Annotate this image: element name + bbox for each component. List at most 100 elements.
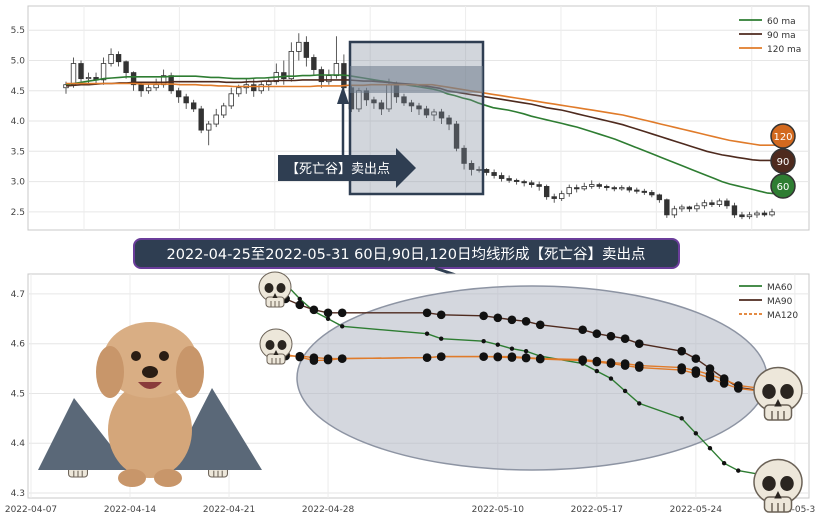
sell-point-arrow — [278, 148, 416, 188]
caption-box — [133, 238, 680, 269]
caption-text: 2022-04-25至2022-05-31 60日,90日,120日均线形成【死… — [167, 246, 646, 263]
bottom-x-tick: 2022-05-31 — [769, 505, 816, 515]
candle-body — [739, 214, 745, 218]
zoom-point — [594, 368, 600, 374]
zoom-point — [295, 300, 305, 310]
sell-point-label: 【死亡谷】卖出点 — [286, 162, 390, 177]
bottom-x-tick-labels: 2022-04-07 2022-04-14 2022-04-21 2022-04-28… — [5, 505, 816, 515]
zoom-point — [309, 356, 319, 365]
zoom-point — [620, 361, 630, 370]
candle-body — [78, 63, 84, 80]
dog-right-eye — [159, 351, 169, 361]
legend-label-MA60: MA60 — [767, 283, 793, 293]
candle-body — [168, 75, 174, 92]
candle-body — [461, 147, 467, 164]
zoom-point — [705, 364, 715, 373]
candle-body — [408, 102, 415, 107]
dog-nose — [142, 366, 158, 378]
candle-body — [108, 54, 114, 64]
zoom-point — [439, 336, 444, 341]
zoom-point — [521, 353, 531, 363]
right-rock — [170, 388, 262, 470]
bottom-x-tick: 2022-04-28 — [302, 505, 355, 515]
zoom-point — [507, 315, 517, 325]
candlestick-panel: 2.5 3.0 3.5 4.0 4.5 5.0 5.5 【死亡谷】卖出点 60 ma 90 … — [11, 5, 810, 231]
zoom-point — [507, 353, 517, 362]
candle-body — [746, 214, 753, 218]
candle-body — [311, 57, 317, 70]
top-y-tick: 2.5 — [11, 208, 25, 218]
zoom-point — [323, 308, 333, 318]
candle-body — [664, 199, 670, 216]
ma-end-badges: 120 90 60 — [770, 123, 796, 199]
candle-body — [468, 163, 475, 170]
legend-label-MA120: MA120 — [767, 311, 798, 321]
bottom-x-tick: 2022-04-07 — [5, 505, 57, 515]
candle-body — [371, 99, 377, 104]
candle-body — [604, 186, 610, 189]
candle-body — [175, 90, 182, 98]
zoom-point — [495, 342, 500, 347]
candle-body — [596, 184, 602, 187]
candle-body — [296, 41, 302, 52]
candle-body — [130, 72, 137, 86]
zoom-point — [337, 308, 347, 318]
top-y-tick-labels: 2.5 3.0 3.5 4.0 4.5 5.0 5.5 — [11, 26, 26, 218]
zoom-point — [677, 365, 686, 375]
candle-body — [543, 186, 550, 198]
legend-label-ma60: 60 ma — [767, 17, 796, 27]
candle-body — [491, 172, 497, 176]
zoom-point — [493, 352, 503, 362]
candle-body — [769, 211, 775, 216]
badge-120 — [770, 123, 796, 149]
zoom-point — [705, 373, 715, 383]
candle-body — [581, 186, 587, 190]
zoom-point — [634, 339, 644, 348]
zoom-point — [479, 352, 488, 361]
dog-right-paw — [154, 469, 182, 487]
top-plot-area — [27, 5, 810, 231]
zoom-point — [707, 446, 713, 451]
candle-body — [619, 187, 625, 190]
zoom-point — [436, 352, 446, 361]
zoom-point — [691, 354, 701, 363]
top-y-tick: 3.0 — [11, 178, 26, 188]
zoom-point — [677, 346, 686, 356]
candle-body — [589, 184, 595, 187]
candle-body — [551, 196, 557, 199]
candle-body — [724, 200, 730, 207]
bottom-legend: MA60 MA90 MA120 — [739, 283, 798, 321]
bottom-x-tick: 2022-05-17 — [571, 505, 623, 515]
candle-body — [206, 123, 212, 131]
top-y-tick: 4.5 — [11, 87, 25, 97]
dog-left-eye — [131, 351, 141, 361]
bottom-y-tick-labels: 4.3 4.4 4.5 4.6 4.7 — [11, 290, 26, 499]
dog-mouth — [138, 382, 162, 389]
candle-body — [701, 202, 708, 207]
candle-body — [521, 181, 527, 184]
top-y-tick: 5.0 — [11, 56, 26, 66]
candle-body — [190, 102, 197, 110]
badge-60-text: 60 — [777, 182, 790, 193]
bottom-x-tick: 2022-04-14 — [104, 505, 157, 515]
zoom-point — [295, 352, 305, 362]
candle-body — [528, 182, 535, 185]
zoom-point — [721, 460, 727, 466]
zoom-point — [679, 416, 684, 421]
candle-body — [761, 212, 768, 216]
zoom-point — [479, 311, 488, 321]
skull-icon — [258, 271, 292, 308]
zoom-point — [606, 331, 616, 341]
dog-right-ear — [176, 346, 204, 398]
zoom-point — [578, 325, 587, 335]
candle-body — [145, 87, 152, 92]
caption-banner: 2022-04-25至2022-05-31 60日,90日,120日均线形成【死… — [133, 238, 680, 269]
candle-body — [671, 208, 678, 216]
zoom-point — [578, 356, 587, 365]
candle-body — [709, 202, 715, 205]
bottom-x-tick: 2022-04-21 — [203, 505, 255, 515]
candle-body — [754, 212, 760, 216]
zoom-point — [424, 331, 430, 336]
ma-zoom-lines — [281, 281, 786, 481]
zoom-point — [719, 379, 729, 388]
